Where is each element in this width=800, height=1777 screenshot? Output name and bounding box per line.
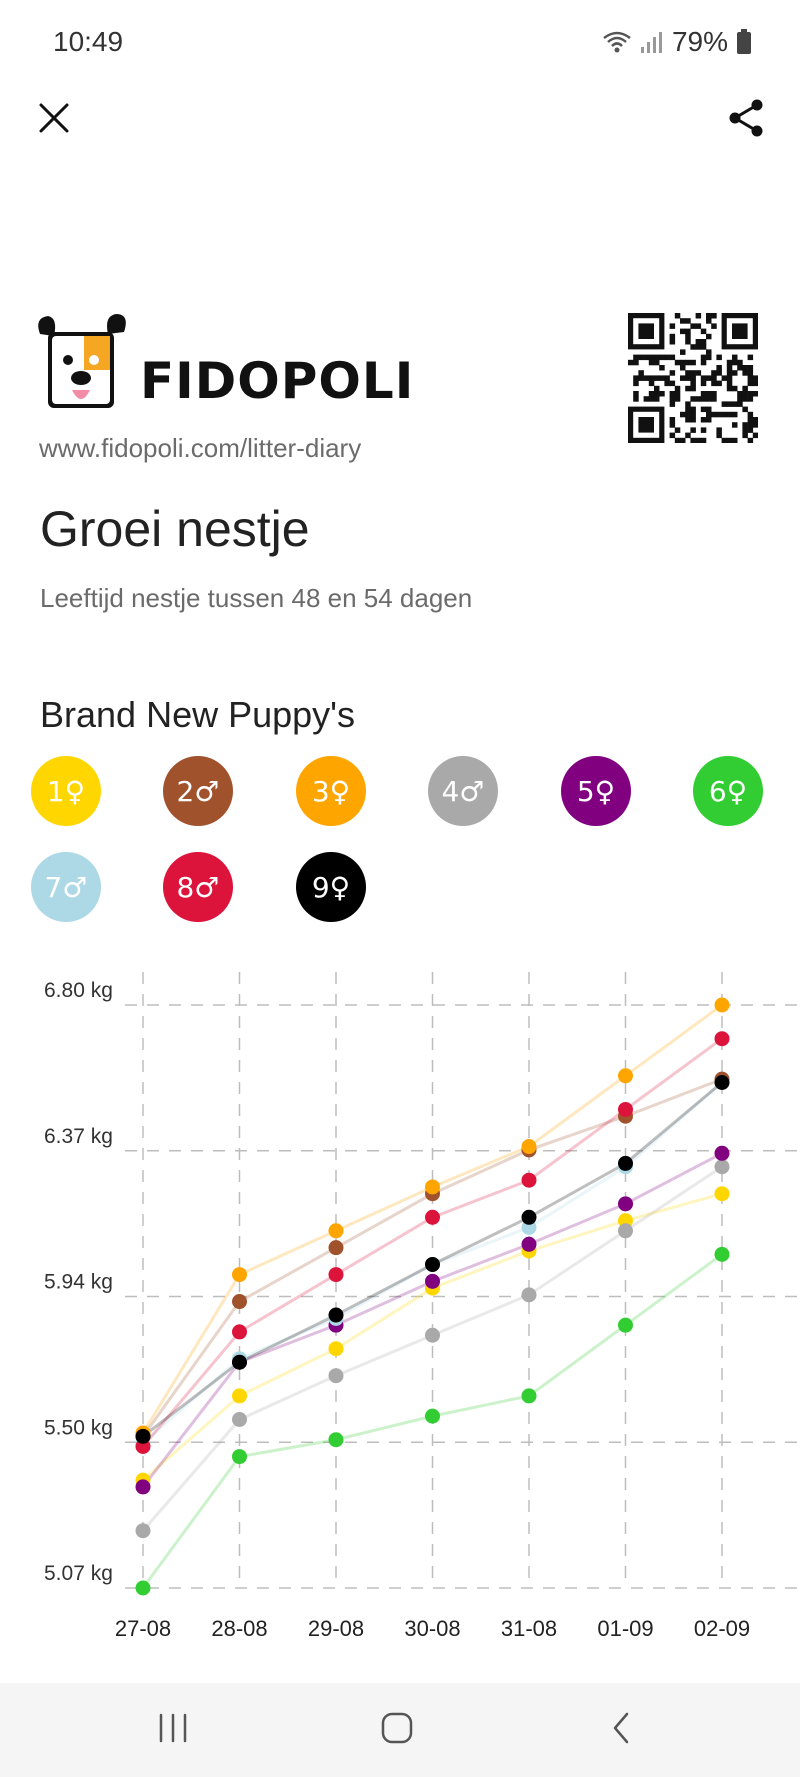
wifi-icon: [602, 30, 632, 54]
growth-chart: 6.80 kg 6.37 kg 5.94 kg 5.50 kg 5.07 kg 27-08…: [0, 960, 800, 1660]
x-tick-label: 02-09: [694, 1616, 750, 1641]
data-point-3-4: [425, 1179, 440, 1195]
data-point-4-1: [135, 1523, 151, 1539]
puppy-9-chip[interactable]: 9♀: [296, 852, 366, 922]
x-tick-label: 28-08: [211, 1616, 267, 1641]
brand-url[interactable]: www.fidopoli.com/litter-diary: [39, 433, 362, 463]
data-point-6-2: [232, 1449, 247, 1465]
data-point-9-2: [232, 1354, 247, 1370]
qr-code-icon: [628, 313, 759, 444]
puppy-6-chip[interactable]: 6♀: [693, 756, 763, 826]
data-point-8-6: [618, 1101, 633, 1117]
data-point-8-2: [232, 1324, 247, 1340]
data-point-4-2: [232, 1412, 247, 1428]
data-point-8-7: [714, 1031, 730, 1047]
data-point-6-5: [521, 1388, 537, 1404]
puppy-1-chip[interactable]: 1♀: [31, 756, 101, 826]
data-point-4-5: [521, 1287, 537, 1303]
puppy-7-chip[interactable]: 7♂: [31, 852, 101, 922]
data-point-9-1: [135, 1428, 151, 1444]
puppy-3-chip[interactable]: 3♀: [296, 756, 366, 826]
data-point-3-3: [328, 1223, 344, 1239]
data-point-5-4: [425, 1273, 440, 1289]
puppy-4-chip[interactable]: 4♂: [428, 756, 498, 826]
battery-text: 79%: [671, 26, 728, 57]
page-title: Groei nestje: [40, 501, 310, 557]
y-tick-label: 6.37 kg: [44, 1125, 113, 1148]
close-button[interactable]: [30, 96, 78, 144]
share-icon: [726, 98, 766, 143]
y-tick-label: 5.50 kg: [44, 1416, 113, 1439]
battery-icon: [736, 29, 752, 55]
dog-logo-icon: [32, 312, 132, 422]
share-button[interactable]: [722, 96, 770, 144]
data-point-3-2: [232, 1267, 247, 1283]
data-point-5-6: [618, 1196, 633, 1212]
data-point-1-3: [328, 1341, 344, 1357]
puppy-8-chip[interactable]: 8♂: [163, 852, 233, 922]
data-point-4-6: [618, 1223, 633, 1239]
data-point-8-3: [328, 1267, 344, 1283]
x-tick-label: 31-08: [501, 1616, 557, 1641]
x-tick-label: 27-08: [115, 1616, 171, 1641]
litter-name: Brand New Puppy's: [40, 694, 356, 735]
y-tick-label: 5.94 kg: [44, 1271, 113, 1294]
data-point-6-4: [425, 1408, 440, 1424]
status-bar: 10:49 79%: [0, 0, 800, 88]
data-point-9-6: [618, 1155, 633, 1171]
status-time: 10:49: [53, 26, 124, 57]
close-icon: [38, 102, 70, 139]
data-point-3-6: [618, 1068, 633, 1084]
home-icon: [379, 1710, 415, 1751]
data-point-1-2: [232, 1388, 247, 1404]
data-point-2-3: [328, 1240, 344, 1256]
data-point-9-7: [714, 1075, 730, 1091]
navigation-bar: [0, 1683, 800, 1777]
x-tick-label: 29-08: [308, 1616, 364, 1641]
data-point-4-4: [425, 1327, 440, 1343]
x-tick-label: 01-09: [597, 1616, 653, 1641]
home-button[interactable]: [367, 1705, 427, 1755]
data-point-9-5: [521, 1209, 537, 1225]
top-bar: [0, 92, 800, 148]
status-icons: 79%: [602, 26, 752, 58]
recent-apps-icon: [155, 1711, 191, 1750]
data-point-5-7: [714, 1145, 730, 1161]
data-point-3-7: [714, 997, 730, 1013]
brand-name: FIDOPOLI: [140, 352, 415, 410]
y-tick-label: 5.07 kg: [44, 1562, 113, 1585]
data-point-4-3: [328, 1368, 344, 1384]
data-point-1-7: [714, 1186, 730, 1202]
y-tick-label: 6.80 kg: [44, 979, 113, 1002]
data-point-6-3: [328, 1432, 344, 1448]
data-point-8-4: [425, 1209, 440, 1225]
data-point-5-5: [521, 1236, 537, 1252]
data-point-8-5: [521, 1172, 537, 1188]
puppy-2-chip[interactable]: 2♂: [163, 756, 233, 826]
data-point-4-7: [714, 1159, 730, 1175]
data-point-6-7: [714, 1246, 730, 1262]
signal-icon: [640, 30, 664, 54]
back-button[interactable]: [592, 1705, 652, 1755]
back-icon: [607, 1710, 637, 1751]
data-point-6-6: [618, 1317, 633, 1333]
puppy-5-chip[interactable]: 5♀: [561, 756, 631, 826]
data-point-9-4: [425, 1256, 440, 1272]
data-point-6-1: [135, 1580, 151, 1596]
data-point-5-1: [135, 1479, 151, 1495]
data-point-9-3: [328, 1307, 344, 1323]
data-point-3-5: [521, 1139, 537, 1155]
x-tick-label: 30-08: [404, 1616, 460, 1641]
data-point-2-2: [232, 1294, 247, 1310]
page-subtitle: Leeftijd nestje tussen 48 en 54 dagen: [40, 583, 473, 613]
recent-apps-button[interactable]: [143, 1705, 203, 1755]
